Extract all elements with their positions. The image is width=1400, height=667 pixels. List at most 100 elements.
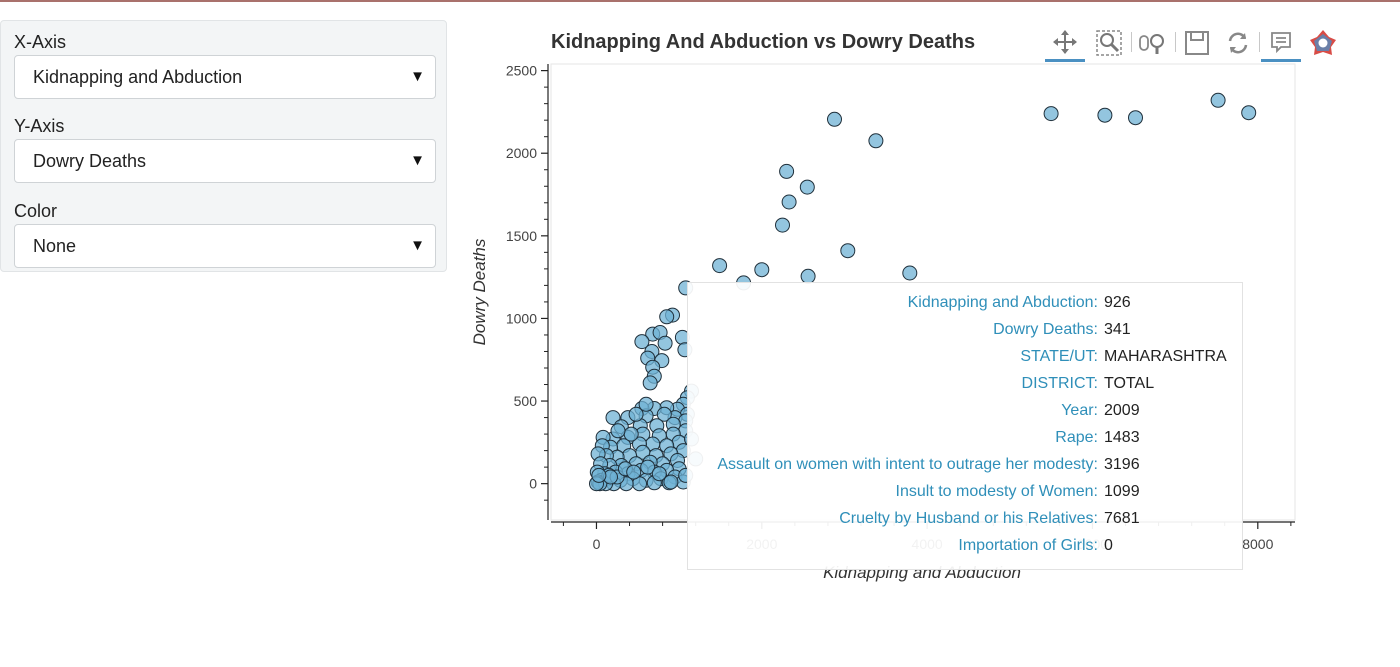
- data-point[interactable]: [1128, 110, 1143, 126]
- points-layer: [589, 92, 1257, 492]
- tooltip-key: STATE/UT:: [1020, 348, 1098, 365]
- y-axis-title: Dowry Deaths: [470, 238, 489, 345]
- box-zoom-tool[interactable]: [1089, 24, 1129, 62]
- hover-icon: [1271, 31, 1291, 53]
- chevron-down-icon: ▼: [410, 68, 425, 85]
- tooltip-row: Dowry Deaths: 341: [688, 321, 1242, 343]
- data-point[interactable]: [651, 466, 667, 482]
- tooltip-key: Dowry Deaths:: [993, 321, 1098, 338]
- tooltip-value: 1099: [1104, 483, 1140, 500]
- tooltip-row: Kidnapping and Abduction: 926: [688, 294, 1242, 316]
- data-point[interactable]: [779, 163, 795, 179]
- y-axis-label: Y-Axis: [14, 116, 65, 136]
- tooltip-row: Assault on women with intent to outrage …: [688, 456, 1242, 478]
- reset-tool[interactable]: [1218, 24, 1258, 62]
- y-tick-label: 1000: [506, 310, 537, 326]
- data-point[interactable]: [623, 426, 639, 442]
- wheel-zoom-tool[interactable]: [1133, 24, 1173, 62]
- data-point[interactable]: [827, 111, 842, 127]
- tooltip-value: 3196: [1104, 456, 1140, 473]
- widget-panel: X-Axis Kidnapping and Abduction ▼ Y-Axis…: [0, 20, 447, 272]
- tooltip-key: Year:: [1061, 402, 1098, 419]
- tooltip-key: Insult to modesty of Women:: [895, 483, 1098, 500]
- top-border: [0, 0, 1400, 2]
- y-tick-label: 2500: [506, 63, 537, 79]
- tooltip-value: 7681: [1104, 510, 1140, 527]
- bokeh-logo-icon: [1310, 30, 1336, 55]
- data-point[interactable]: [902, 265, 918, 281]
- tooltip-value: 0: [1104, 537, 1113, 554]
- data-point[interactable]: [634, 334, 650, 350]
- box-zoom-icon: [1096, 30, 1122, 56]
- y-axis-select-value: Dowry Deaths: [33, 151, 147, 171]
- toolbar-separator: [1131, 32, 1132, 52]
- tooltip-row: Rape: 1483: [688, 429, 1242, 451]
- data-point[interactable]: [626, 464, 642, 480]
- save-icon: [1185, 31, 1209, 55]
- data-point[interactable]: [642, 375, 658, 391]
- x-axis-label: X-Axis: [14, 32, 67, 52]
- data-point[interactable]: [754, 262, 770, 278]
- y-tick-label: 0: [529, 476, 537, 492]
- chevron-down-icon: ▼: [410, 237, 425, 254]
- color-select-value: None: [33, 236, 77, 256]
- tooltip-value: 2009: [1104, 402, 1140, 419]
- data-point[interactable]: [1097, 107, 1113, 123]
- data-point[interactable]: [1241, 105, 1257, 121]
- tooltip-value: TOTAL: [1104, 375, 1155, 392]
- tooltip-key: Importation of Girls:: [958, 537, 1098, 554]
- tooltip-key: Assault on women with intent to outrage …: [717, 456, 1098, 473]
- reset-icon: [1228, 32, 1248, 54]
- tooltip-value: MAHARASHTRA: [1104, 348, 1227, 365]
- data-point[interactable]: [840, 243, 856, 259]
- data-point[interactable]: [712, 258, 728, 274]
- x-tick-label: 8000: [1242, 536, 1273, 552]
- data-point[interactable]: [656, 406, 672, 422]
- data-point[interactable]: [799, 179, 815, 195]
- tooltip-row: Insult to modesty of Women: 1099: [688, 483, 1242, 505]
- pan-icon: [1053, 29, 1077, 54]
- tooltip-row: Cruelty by Husband or his Relatives: 7681: [688, 510, 1242, 532]
- data-point[interactable]: [775, 217, 790, 233]
- wheel-zoom-icon: [1139, 34, 1164, 54]
- y-tick-label: 2000: [506, 145, 537, 161]
- data-point[interactable]: [1043, 106, 1059, 122]
- data-point[interactable]: [657, 335, 673, 351]
- chevron-down-icon: ▼: [410, 152, 425, 169]
- y-axis-select[interactable]: Dowry Deaths ▼: [14, 139, 436, 183]
- x-tick-label: 0: [593, 536, 601, 552]
- data-point[interactable]: [1210, 92, 1226, 108]
- tooltip-row: STATE/UT: MAHARASHTRA: [688, 348, 1242, 370]
- plot-title: Kidnapping And Abduction vs Dowry Deaths: [551, 31, 976, 53]
- color-select[interactable]: None ▼: [14, 224, 436, 268]
- data-point[interactable]: [781, 194, 797, 210]
- x-axis-select[interactable]: Kidnapping and Abduction ▼: [14, 55, 436, 99]
- bokeh-logo[interactable]: [1303, 24, 1343, 62]
- y-tick-label: 500: [514, 393, 538, 409]
- data-point[interactable]: [659, 309, 675, 325]
- tooltip-row: DISTRICT: TOTAL: [688, 375, 1242, 397]
- hover-tooltip: Kidnapping and Abduction: 926 Dowry Deaths…: [687, 282, 1243, 570]
- data-point[interactable]: [663, 474, 679, 490]
- tooltip-key: DISTRICT:: [1021, 375, 1098, 392]
- toolbar-separator: [1259, 32, 1260, 52]
- pan-tool[interactable]: [1045, 24, 1085, 62]
- tooltip-key: Cruelty by Husband or his Relatives:: [839, 510, 1098, 527]
- tooltip-value: 1483: [1104, 429, 1140, 446]
- save-tool[interactable]: [1177, 24, 1217, 62]
- color-label: Color: [14, 201, 58, 221]
- data-point[interactable]: [628, 406, 644, 422]
- data-point[interactable]: [610, 423, 626, 439]
- tooltip-key: Kidnapping and Abduction:: [907, 294, 1098, 311]
- y-tick-label: 1500: [506, 228, 537, 244]
- data-point[interactable]: [638, 396, 654, 412]
- data-point[interactable]: [868, 133, 884, 149]
- data-point[interactable]: [640, 459, 656, 475]
- x-axis-select-value: Kidnapping and Abduction: [33, 67, 243, 87]
- toolbar-separator: [1175, 32, 1176, 52]
- tooltip-value: 341: [1104, 321, 1131, 338]
- tooltip-row: Importation of Girls: 0: [688, 537, 1242, 559]
- data-point[interactable]: [591, 467, 607, 483]
- tooltip-key: Rape:: [1055, 429, 1098, 446]
- hover-tool[interactable]: [1261, 24, 1301, 62]
